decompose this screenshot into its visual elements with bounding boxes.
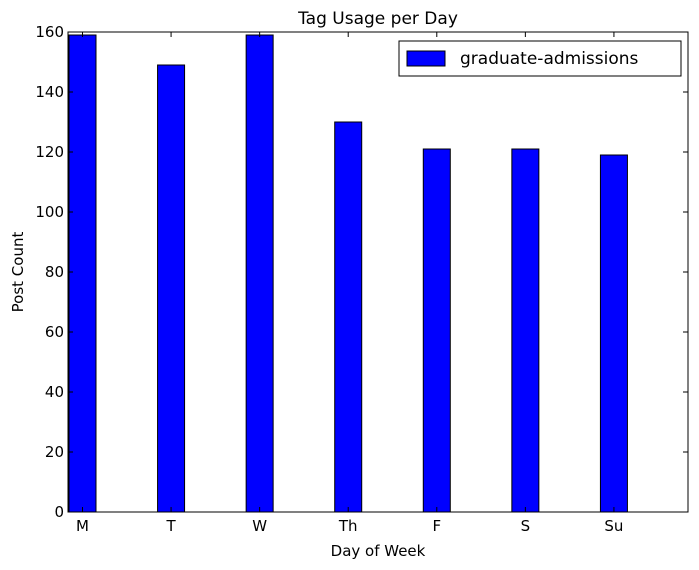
- y-tick-label: 80: [45, 263, 64, 281]
- y-tick-label: 20: [45, 443, 64, 461]
- plot-frame: [67, 31, 689, 513]
- legend-swatch: [406, 50, 446, 67]
- y-tick-label: 120: [35, 143, 64, 161]
- x-tick-label: M: [76, 517, 89, 535]
- x-tick-label: F: [432, 517, 441, 535]
- y-tick-label: 0: [54, 503, 64, 521]
- x-tick-label: Su: [604, 517, 623, 535]
- y-axis-label: Post Count: [9, 232, 27, 313]
- x-tick-label: T: [165, 517, 176, 535]
- x-tick-label: W: [252, 517, 267, 535]
- bar-w: [245, 34, 274, 513]
- bar-m: [68, 34, 97, 513]
- chart-title: Tag Usage per Day: [297, 9, 458, 29]
- x-axis-label: Day of Week: [331, 542, 426, 560]
- y-tick-label: 160: [35, 23, 64, 41]
- y-tick-label: 40: [45, 383, 64, 401]
- bar-th: [334, 121, 363, 513]
- x-tick-label: S: [521, 517, 531, 535]
- y-tick-label: 140: [35, 83, 64, 101]
- legend-label: graduate-admissions: [460, 49, 639, 69]
- x-tick-label: Th: [338, 517, 358, 535]
- y-tick-label: 100: [35, 203, 64, 221]
- bar-s: [511, 148, 540, 513]
- bar-t: [157, 64, 186, 513]
- y-tick-label: 60: [45, 323, 64, 341]
- bar-su: [599, 154, 628, 513]
- legend-frame: [398, 40, 682, 77]
- bars: [68, 34, 628, 513]
- bar-f: [422, 148, 451, 513]
- legend: graduate-admissions: [398, 40, 682, 77]
